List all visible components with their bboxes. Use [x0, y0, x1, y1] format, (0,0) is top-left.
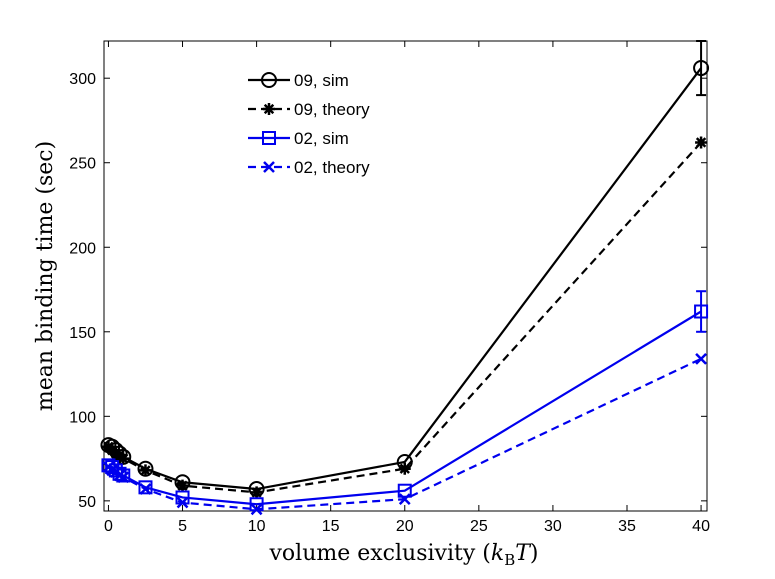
y-tick-label: 50 [78, 494, 96, 511]
legend-entry-3: 02, theory [248, 158, 370, 177]
x-tick-label: 25 [470, 518, 488, 535]
legend-entry-0: 09, sim [248, 71, 349, 90]
plot-frame [103, 40, 708, 512]
legend-label: 02, theory [294, 158, 370, 177]
legend-marker [263, 103, 275, 115]
data-point [694, 304, 709, 319]
x-tick-label: 40 [692, 518, 710, 535]
x-tick-label: 10 [248, 518, 266, 535]
legend-label: 09, sim [294, 71, 349, 90]
series-3 [102, 352, 707, 516]
data-point [138, 480, 153, 495]
series-line [107, 141, 702, 494]
series-2 [101, 290, 709, 512]
series-line [107, 357, 702, 511]
data-point [117, 471, 130, 484]
data-point [139, 483, 152, 495]
x-axis-title-T: T [515, 541, 532, 566]
x-tick-label: 15 [322, 518, 340, 535]
legend-entry-1: 09, theory [248, 100, 370, 119]
legend-marker [263, 161, 275, 173]
y-tick-label: 300 [69, 71, 96, 88]
data-point [176, 496, 189, 509]
data-point [117, 452, 130, 465]
x-tick-label: 35 [618, 518, 636, 535]
data-point [139, 464, 152, 477]
series-1 [102, 136, 708, 499]
x-tick-label: 0 [104, 518, 113, 535]
data-point [176, 479, 189, 492]
legend-marker [262, 131, 276, 145]
y-tick-label: 100 [69, 409, 96, 426]
data-point [250, 503, 263, 516]
data-point [250, 486, 263, 499]
y-tick-label: 150 [69, 325, 96, 342]
legend-label: 09, theory [294, 100, 370, 119]
data-point [695, 136, 708, 149]
x-tick-label: 5 [178, 518, 187, 535]
data-point [398, 462, 411, 475]
y-axis-title: mean binding time (sec) [33, 141, 58, 411]
data-point [116, 468, 131, 483]
x-tick-label: 20 [396, 518, 414, 535]
x-tick-label: 30 [544, 518, 562, 535]
y-tick-label: 200 [69, 240, 96, 257]
data-point [695, 352, 707, 365]
x-axis-title-k: k [491, 541, 504, 566]
y-tick-label: 250 [69, 156, 96, 173]
data-point [397, 483, 412, 498]
legend-label: 02, sim [294, 129, 349, 148]
x-axis-title: volume exclusivity (kBT) [269, 541, 539, 569]
series-line [107, 67, 702, 491]
data-point [398, 493, 411, 506]
series-0 [100, 40, 710, 498]
x-axis-title-prefix: volume exclusivity ( [269, 541, 491, 566]
data-point [109, 447, 122, 460]
x-axis-title-suffix: ) [530, 541, 539, 566]
x-axis-title-sub: B [504, 551, 515, 569]
series-line [107, 310, 702, 506]
data-point [693, 60, 710, 77]
legend-entry-2: 02, sim [248, 129, 349, 148]
legend-marker [261, 72, 277, 88]
